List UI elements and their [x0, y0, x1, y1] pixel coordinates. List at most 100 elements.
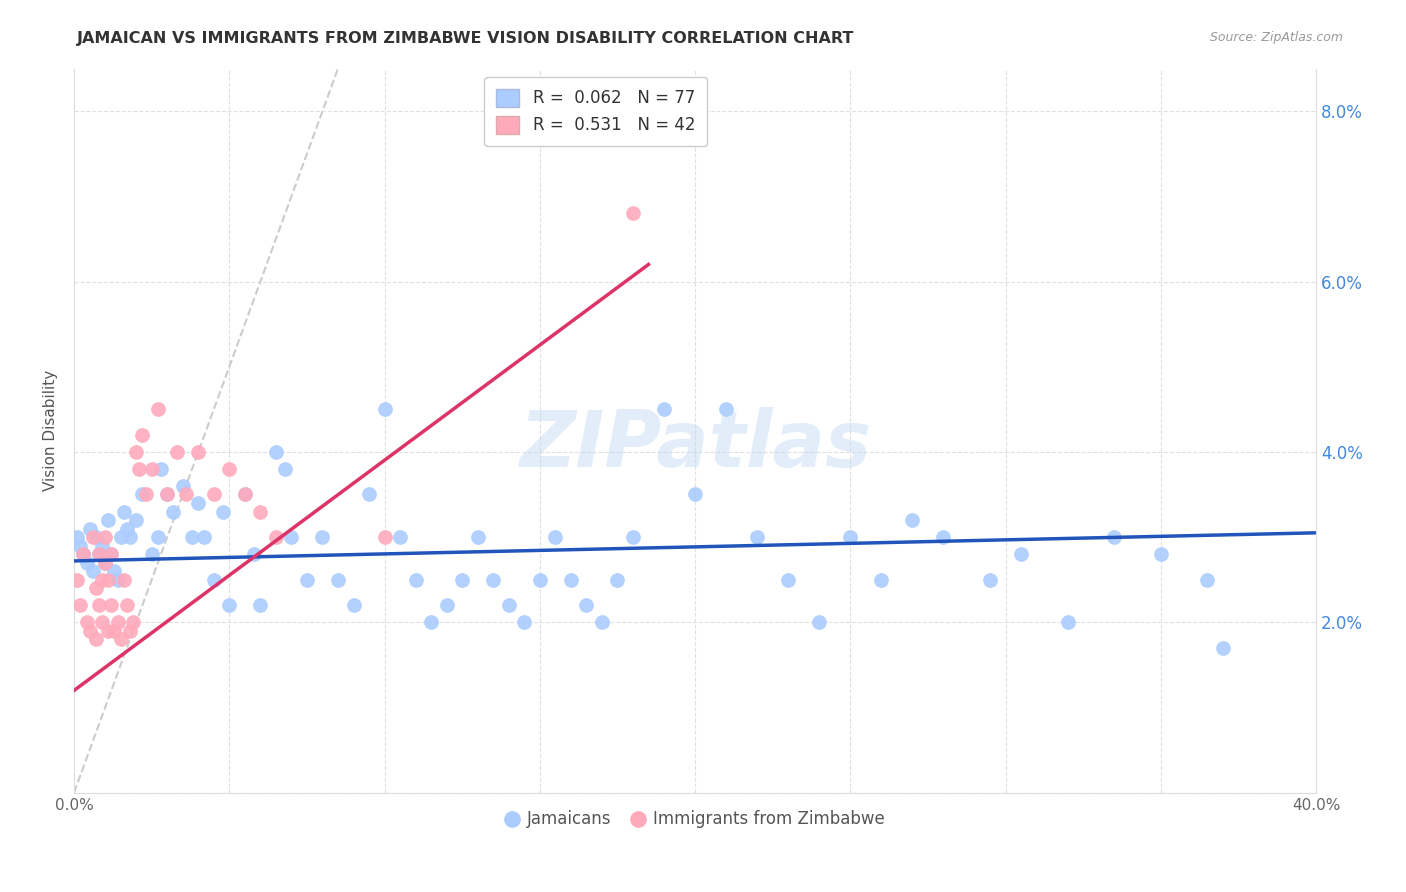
Point [451, 573, 474, 587]
Point [652, 402, 675, 417]
Point [218, 462, 240, 476]
Point [97, 624, 120, 638]
Point [606, 573, 628, 587]
Point [107, 615, 129, 630]
Point [187, 445, 209, 459]
Point [575, 599, 598, 613]
Point [621, 530, 644, 544]
Point [125, 513, 148, 527]
Point [264, 530, 287, 544]
Point [212, 504, 235, 518]
Point [1212, 640, 1234, 655]
Point [82, 530, 104, 544]
Point [122, 615, 145, 630]
Point [115, 522, 138, 536]
Point [110, 632, 132, 647]
Point [249, 504, 271, 518]
Point [529, 573, 551, 587]
Point [187, 496, 209, 510]
Point [174, 487, 197, 501]
Point [591, 615, 613, 630]
Point [97, 513, 120, 527]
Point [118, 624, 141, 638]
Point [714, 402, 737, 417]
Point [295, 573, 318, 587]
Point [100, 547, 122, 561]
Point [97, 573, 120, 587]
Point [72, 547, 94, 561]
Point [103, 564, 125, 578]
Point [1056, 615, 1078, 630]
Point [420, 615, 443, 630]
Point [146, 530, 169, 544]
Point [233, 487, 256, 501]
Point [94, 556, 117, 570]
Point [683, 487, 706, 501]
Point [264, 445, 287, 459]
Point [243, 547, 266, 561]
Point [84, 530, 107, 544]
Point [326, 573, 349, 587]
Point [233, 487, 256, 501]
Point [162, 504, 184, 518]
Point [103, 624, 125, 638]
Point [79, 624, 101, 638]
Point [84, 581, 107, 595]
Point [87, 599, 110, 613]
Point [202, 487, 225, 501]
Point [79, 522, 101, 536]
Point [274, 462, 297, 476]
Point [808, 615, 831, 630]
Point [389, 530, 412, 544]
Point [901, 513, 924, 527]
Point [374, 402, 396, 417]
Point [100, 547, 122, 561]
Point [91, 573, 114, 587]
Point [467, 530, 489, 544]
Point [118, 530, 141, 544]
Point [374, 530, 396, 544]
Point [513, 615, 536, 630]
Point [1010, 547, 1032, 561]
Point [778, 573, 800, 587]
Point [156, 487, 179, 501]
Point [91, 539, 114, 553]
Point [405, 573, 427, 587]
Point [91, 615, 114, 630]
Point [311, 530, 333, 544]
Point [172, 479, 194, 493]
Point [544, 530, 567, 544]
Point [112, 504, 135, 518]
Point [128, 462, 150, 476]
Point [436, 599, 458, 613]
Point [82, 564, 104, 578]
Point [156, 487, 179, 501]
Point [979, 573, 1001, 587]
Point [839, 530, 862, 544]
Point [134, 487, 156, 501]
Point [76, 556, 98, 570]
Text: JAMAICAN VS IMMIGRANTS FROM ZIMBABWE VISION DISABILITY CORRELATION CHART: JAMAICAN VS IMMIGRANTS FROM ZIMBABWE VIS… [77, 31, 855, 46]
Point [249, 599, 271, 613]
Point [125, 445, 148, 459]
Point [87, 547, 110, 561]
Point [66, 573, 89, 587]
Point [115, 599, 138, 613]
Point [621, 206, 644, 220]
Y-axis label: Vision Disability: Vision Disability [44, 370, 58, 491]
Point [181, 530, 204, 544]
Point [357, 487, 380, 501]
Point [112, 573, 135, 587]
Point [280, 530, 302, 544]
Point [166, 445, 188, 459]
Point [94, 530, 117, 544]
Point [560, 573, 582, 587]
Point [202, 573, 225, 587]
Point [932, 530, 955, 544]
Point [747, 530, 769, 544]
Point [69, 599, 91, 613]
Point [107, 573, 129, 587]
Point [110, 530, 132, 544]
Point [87, 547, 110, 561]
Point [141, 547, 163, 561]
